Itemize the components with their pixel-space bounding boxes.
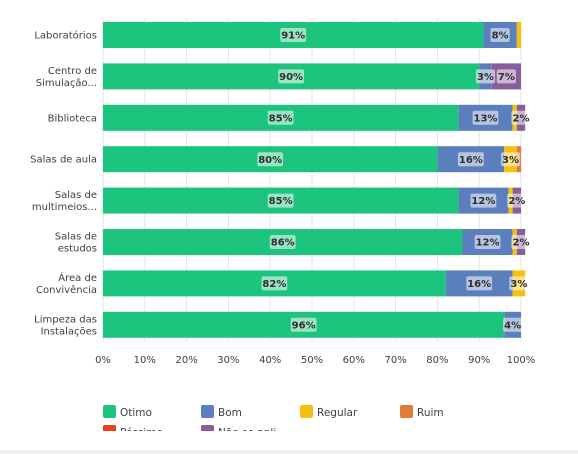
bar-segment[interactable] — [516, 22, 521, 48]
data-label-background — [466, 276, 493, 291]
data-label-background — [257, 152, 284, 167]
data-label-background — [490, 28, 510, 42]
x-tick-label: 50% — [301, 355, 323, 366]
data-label-background — [474, 235, 501, 249]
data-label: 3% — [510, 279, 527, 290]
data-label-background — [269, 235, 296, 249]
category-label: Salas de aula — [30, 155, 97, 166]
legend-swatch — [103, 425, 116, 431]
category-label: Área de — [58, 271, 97, 284]
legend-swatch — [103, 405, 116, 418]
legend-swatch — [400, 405, 413, 418]
x-tick-label: 80% — [426, 355, 448, 366]
data-label: 82% — [262, 279, 286, 290]
category-label: Biblioteca — [48, 113, 97, 124]
legend: Otimo Bom Regular Ruim Péssimo Não se apli... — [103, 405, 444, 439]
data-label-background — [509, 276, 529, 291]
data-label: 3% — [477, 72, 494, 83]
x-axis-ticks: 0% 10% 20% 30% 40% 50% 60% 70% 80% 90% 100% — [95, 355, 535, 366]
legend-label[interactable]: Não se apli... — [218, 427, 286, 439]
data-label-background — [470, 193, 497, 208]
data-label-background — [511, 235, 531, 249]
x-tick-label: 10% — [134, 355, 156, 366]
category-label: Simulação... — [36, 78, 97, 89]
data-label-background — [457, 152, 484, 167]
data-labels: 91% 8% 90% 3% 7% 85% 13% 2% 80% 16% 3% 85% 12% 2% 86% 1… — [257, 28, 531, 332]
category-label: Laboratórios — [34, 30, 97, 42]
data-label-background — [280, 28, 307, 42]
x-tick-label: 0% — [95, 355, 111, 366]
data-label-background — [507, 193, 527, 208]
data-label: 80% — [258, 155, 282, 166]
data-label: 7% — [498, 72, 515, 83]
category-label: Convivência — [36, 284, 97, 296]
data-label: 16% — [459, 155, 483, 166]
data-label-background — [475, 69, 496, 84]
legend-label[interactable]: Bom — [218, 407, 242, 419]
data-label-background — [500, 152, 521, 167]
data-label: 13% — [474, 113, 498, 124]
data-label: 12% — [471, 196, 495, 207]
x-tick-label: 20% — [175, 355, 197, 366]
legend-label[interactable]: Péssimo — [120, 427, 163, 439]
data-label-background — [511, 110, 531, 125]
category-label: Salas de — [55, 232, 97, 243]
category-label: estudos — [58, 244, 97, 255]
data-label: 3% — [502, 155, 519, 166]
legend-swatch — [201, 405, 214, 418]
data-label: 4% — [504, 320, 521, 331]
category-label: Instalações — [41, 326, 97, 337]
data-label-background — [267, 193, 294, 208]
category-label: Salas de — [55, 190, 97, 201]
data-label-background — [472, 110, 499, 125]
data-label: 85% — [269, 113, 293, 124]
data-label: 85% — [269, 196, 293, 207]
data-label-background — [290, 317, 317, 332]
data-label-background — [496, 69, 516, 84]
x-tick-label: 70% — [384, 355, 406, 366]
legend-swatch — [201, 425, 214, 431]
data-label-background — [267, 110, 294, 125]
x-tick-label: 60% — [343, 355, 365, 366]
data-label: 96% — [292, 320, 316, 331]
x-tick-label: 30% — [217, 355, 239, 366]
category-label: Centro de — [48, 66, 97, 77]
data-label: 2% — [508, 196, 525, 207]
bars — [103, 22, 526, 338]
data-label-background — [278, 69, 304, 84]
bottom-divider — [0, 450, 578, 454]
data-label: 12% — [476, 238, 500, 249]
data-label: 16% — [467, 279, 491, 290]
legend-label[interactable]: Regular — [317, 407, 358, 419]
data-label-background — [503, 317, 523, 332]
x-tick-label: 40% — [259, 355, 281, 366]
data-label: 8% — [492, 31, 509, 42]
legend-label[interactable]: Ruim — [417, 407, 444, 419]
data-label: 2% — [513, 238, 530, 249]
x-tick-label: 100% — [507, 355, 536, 366]
data-label: 91% — [281, 31, 305, 42]
data-label: 86% — [271, 238, 295, 249]
data-label-background — [261, 276, 288, 291]
x-tick-label: 90% — [468, 355, 490, 366]
legend-swatch — [300, 405, 313, 418]
data-label: 2% — [513, 113, 530, 124]
category-label: multimeios... — [32, 202, 97, 213]
legend-label[interactable]: Otimo — [120, 407, 152, 419]
data-label: 90% — [279, 72, 303, 83]
legend-items: Otimo Bom Regular Ruim Péssimo Não se apli... — [103, 405, 444, 439]
category-label: Limpeza das — [34, 314, 97, 325]
